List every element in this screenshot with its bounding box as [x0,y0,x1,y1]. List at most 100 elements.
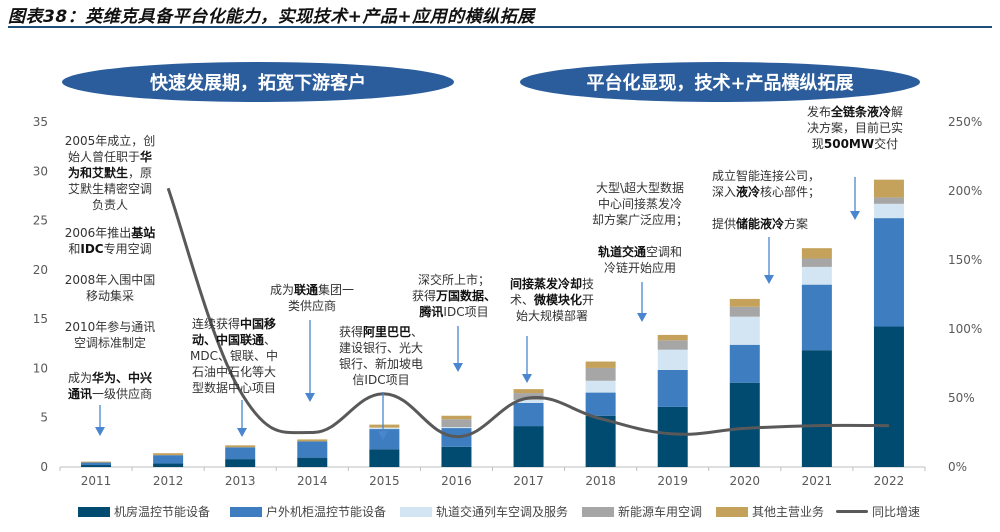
annotation-text: 决方案，目前已实 [806,121,904,135]
highlight-text: 通讯 [67,387,92,401]
legend-label: 新能源车用空调 [618,505,703,519]
annotation-text: 2010年参与通讯 [64,320,156,334]
bar-segment [729,316,760,345]
x-tick-label: 2014 [297,474,328,488]
highlight-text: 全链条液冷 [830,105,892,119]
annotation-text: 现 [811,137,824,151]
annotation-text: 提供 [712,217,737,231]
annotation-line: 中心间接蒸发冷 [592,196,688,212]
bar-segment [369,424,400,428]
bar-segment [513,426,544,467]
y2-tick-label: 100% [948,322,982,336]
bar-segment [81,465,112,467]
annotation-line: 通讯一级供应商 [68,386,152,402]
bar-segment [441,415,472,420]
highlight-text: 轨道交通 [597,245,646,259]
highlight-text: 基站 [131,226,156,240]
legend-label: 同比增速 [872,505,921,519]
annotation-text: ，原 [127,166,153,180]
legend-swatch [400,506,432,517]
annotation-line: 成立智能连接公司， [712,168,820,184]
arrow-head-icon [764,275,774,284]
annotation-line: 石油中石化等大 [190,364,278,380]
y2-tick-label: 250% [948,115,982,129]
legend-swatch [78,506,110,517]
annotation-line: 2008年入围中国 [65,272,156,288]
milestone-annotation: 成为华为、中兴 通讯一级供应商 [68,370,152,402]
milestone-annotation: 间接蒸发冷却技 术、微模块化开 始大规模部署 [510,276,594,324]
milestone-annotation: 成为联通集团一 类供应商 [270,282,354,314]
y-tick-label: 15 [33,312,48,326]
x-tick-label: 2012 [153,474,184,488]
annotation-text: 型数据中心项目 [191,381,277,395]
annotation-text: 冷链开始应用 [603,261,676,275]
annotation-text: 中心间接蒸发冷 [597,197,683,211]
y-tick-label: 20 [33,263,48,277]
bar-segment [873,218,904,327]
bar-segment [513,402,544,427]
annotation-line: 成为华为、中兴 [68,370,152,386]
bar-segment [729,344,760,383]
annotation-line: 连续获得中国移 [190,316,278,332]
bar-segment [729,298,760,307]
y2-tick-label: 0% [948,460,967,474]
bar-segment [297,457,328,467]
milestone-annotation: 提供储能液冷方案 [712,216,808,232]
bar-segment [657,334,688,341]
bar-segment [369,429,400,450]
bar-segment [585,367,616,381]
milestone-annotation: 大型\超大型数据 中心间接蒸发冷 却方案广泛应用； [592,180,688,228]
annotation-text: 2006年推出 [64,226,132,240]
arrow-head-icon [850,211,860,220]
annotation-line: 获得阿里巴巴、 [339,324,423,340]
arrow-head-icon [237,428,247,437]
bar-segment [585,361,616,368]
annotation-text: 获得 [338,325,363,339]
annotation-text: 、 [263,333,277,347]
annotation-text: 大型\超大型数据 [595,181,685,195]
arrow-head-icon [637,313,647,322]
y-tick-label: 30 [33,164,48,178]
milestone-annotation: 成立智能连接公司， 深入液冷核心部件； [712,168,820,200]
annotation-line: 动、中国联通、 [190,332,278,348]
annotation-text: 2008年入围中国 [64,273,156,287]
bar-segment [729,382,760,467]
bar-segment [441,419,472,428]
annotation-text: 、 [411,325,424,339]
annotation-line: 艾默生精密空调 [65,181,156,197]
highlight-text: 动、中国联通 [191,333,264,347]
legend-line-swatch [836,510,868,513]
annotation-text: 解 [891,105,904,119]
highlight-text: 微模块化 [533,293,583,307]
annotation-line: 型数据中心项目 [190,380,278,396]
annotation-text: 成立智能连接公司， [712,169,821,183]
annotation-line: 大型\超大型数据 [592,180,688,196]
bar-segment [225,445,256,448]
annotation-line: 和IDC专用空调 [65,241,156,257]
bar-segment [513,389,544,394]
annotation-line: 间接蒸发冷却技 [510,276,594,292]
legend-item: 户外机柜温控节能设备 [230,503,386,520]
legend: 机房温控节能设备 户外机柜温控节能设备 轨道交通列车空调及服务 新能源车用空调 … [0,503,1000,521]
bar-segment [657,369,688,407]
annotation-text: 集团一 [318,283,355,297]
phase-label-platform: 平台化显现，技术+产品横纵拓展 [520,62,920,102]
bar-segment [153,455,184,464]
bar-segment [801,258,832,267]
y2-tick-label: 50% [948,391,975,405]
x-tick-label: 2021 [802,474,833,488]
legend-label: 轨道交通列车空调及服务 [436,505,569,519]
bar-segment [369,449,400,467]
annotation-text: 术、 [509,293,534,307]
annotation-line: 2006年推出基站 [65,225,156,241]
legend-item: 新能源车用空调 [582,503,702,520]
arrow-head-icon [95,427,105,436]
annotation-line: 术、微模块化开 [510,292,594,308]
milestone-annotation: 获得阿里巴巴、 建设银行、光大 银行、新加坡电 信IDC项目 [339,324,423,388]
y2-tick-label: 200% [948,184,982,198]
annotation-line: 冷链开始应用 [598,260,682,276]
annotation-text: 始大规模部署 [515,309,589,323]
annotation-text: 核心部件； [760,185,821,199]
legend-item: 机房温控节能设备 [78,503,210,520]
annotation-text: 空调和 [646,245,683,259]
